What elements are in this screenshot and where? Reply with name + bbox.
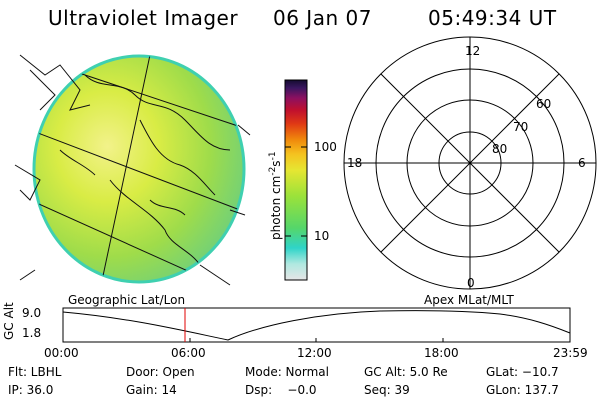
app-title: Ultraviolet Imager [48, 6, 239, 30]
polar-plot [343, 36, 597, 290]
colorbar-unit-label: photon cm-2s-1 [268, 151, 283, 240]
colorbar [284, 79, 308, 281]
mlat-label-60: 60 [536, 97, 552, 111]
date-label: 06 Jan 07 [273, 6, 372, 30]
time-label: 05:49:34 UT [428, 6, 557, 30]
info-glon: GLon: 137.7 [486, 383, 559, 397]
xtick-2359: 23:59 [553, 346, 588, 360]
mlat-label-70: 70 [513, 120, 529, 134]
info-gc-alt: GC Alt: 5.0 Re [364, 365, 448, 379]
mlt-label-0: 0 [467, 276, 475, 290]
info-mode: Mode: Normal [245, 365, 329, 379]
info-seq: Seq: 39 [364, 383, 410, 397]
altitude-plot [62, 307, 571, 343]
info-filter: Flt: LBHL [8, 365, 62, 379]
colorbar-tick-100: 100 [314, 140, 337, 154]
mlt-label-18: 18 [347, 156, 363, 170]
colorbar-tick-10: 10 [314, 229, 330, 243]
mlt-label-6: 6 [578, 156, 586, 170]
mlt-label-12: 12 [465, 44, 481, 58]
altitude-ytick-min: 1.8 [22, 326, 42, 340]
info-ip: IP: 36.0 [8, 383, 54, 397]
geographic-label: Geographic Lat/Lon [68, 293, 186, 307]
xtick-0000: 00:00 [44, 346, 79, 360]
altitude-ytick-max: 9.0 [22, 306, 42, 320]
apex-label: Apex MLat/MLT [424, 293, 514, 307]
uv-image [14, 54, 251, 286]
info-dsp: Dsp: −0.0 [245, 383, 317, 397]
xtick-0600: 06:00 [171, 346, 206, 360]
info-door: Door: Open [126, 365, 195, 379]
xtick-1200: 12:00 [297, 346, 332, 360]
altitude-ylabel: GC Alt [2, 302, 16, 340]
xtick-1800: 18:00 [424, 346, 459, 360]
info-gain: Gain: 14 [126, 383, 177, 397]
info-glat: GLat: −10.7 [486, 365, 559, 379]
mlat-label-80: 80 [492, 142, 508, 156]
